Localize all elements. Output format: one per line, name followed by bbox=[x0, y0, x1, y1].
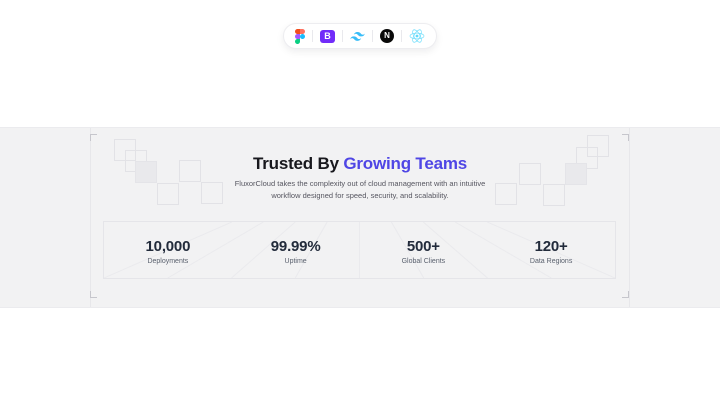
section-title: Trusted By Growing Teams bbox=[0, 154, 720, 174]
corner-bracket bbox=[90, 134, 97, 141]
bootstrap-icon: B bbox=[320, 29, 335, 43]
nextjs-icon: N bbox=[380, 29, 394, 43]
deco-square bbox=[201, 182, 223, 204]
section-title-accent: Growing Teams bbox=[343, 154, 468, 173]
section-description: FluxorCloud takes the complexity out of … bbox=[234, 179, 486, 200]
section-frame bbox=[90, 128, 630, 307]
stat-value: 500+ bbox=[406, 237, 440, 255]
stat-value: 10,000 bbox=[145, 237, 191, 255]
stats-row: 10,000 Deployments 99.99% Uptime 500+ Gl… bbox=[104, 222, 615, 278]
tech-logos-pill: B N bbox=[283, 23, 437, 49]
stat-value: 99.99% bbox=[270, 237, 321, 255]
corner-bracket bbox=[90, 291, 97, 298]
react-icon bbox=[409, 29, 425, 43]
stat-label: Global Clients bbox=[401, 257, 446, 265]
corner-bracket bbox=[622, 291, 629, 298]
deco-square bbox=[135, 161, 157, 183]
stat-data-regions: 120+ Data Regions bbox=[487, 236, 615, 265]
corner-bracket bbox=[622, 134, 629, 141]
pill-divider bbox=[372, 30, 373, 42]
deco-square bbox=[495, 183, 517, 205]
deco-square bbox=[179, 160, 201, 182]
deco-square bbox=[576, 147, 598, 169]
pill-divider bbox=[342, 30, 343, 42]
tailwind-icon bbox=[350, 31, 365, 41]
trusted-by-section: Trusted By Growing Teams FluxorCloud tak… bbox=[0, 127, 720, 308]
stats-panel: 10,000 Deployments 99.99% Uptime 500+ Gl… bbox=[103, 221, 616, 279]
stat-global-clients: 500+ Global Clients bbox=[360, 236, 488, 265]
figma-icon bbox=[295, 28, 305, 44]
deco-square bbox=[157, 183, 179, 205]
section-title-prefix: Trusted By bbox=[252, 154, 339, 173]
pill-divider bbox=[401, 30, 402, 42]
perspective-grid bbox=[104, 222, 615, 278]
stat-label: Deployments bbox=[147, 257, 189, 265]
deco-square bbox=[543, 184, 565, 206]
stat-value: 120+ bbox=[534, 237, 568, 255]
deco-square bbox=[587, 135, 609, 157]
pill-divider bbox=[312, 30, 313, 42]
deco-square bbox=[565, 163, 587, 185]
stat-deployments: 10,000 Deployments bbox=[104, 236, 232, 265]
deco-square bbox=[519, 163, 541, 185]
stat-label: Data Regions bbox=[529, 257, 573, 265]
stat-label: Uptime bbox=[284, 257, 307, 265]
stat-uptime: 99.99% Uptime bbox=[232, 236, 360, 265]
